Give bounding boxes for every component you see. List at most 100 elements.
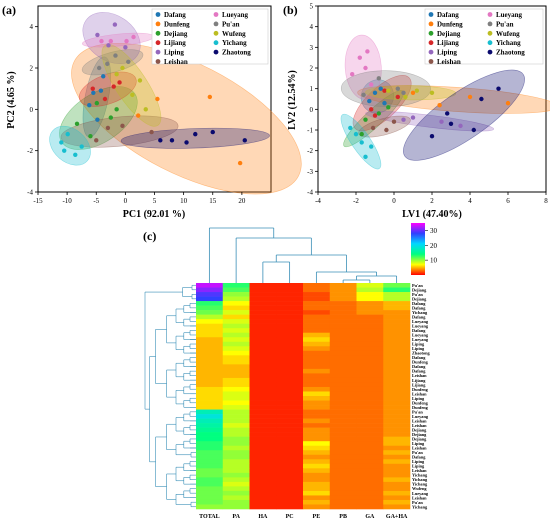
heatmap-cell bbox=[383, 350, 411, 356]
heatmap-cell bbox=[303, 292, 331, 297]
heatmap-cell bbox=[303, 364, 331, 370]
heatmap-cell bbox=[356, 468, 384, 474]
heatmap-cell bbox=[383, 418, 411, 424]
heatmap-cell bbox=[383, 359, 411, 365]
heatmap-cell bbox=[276, 490, 304, 496]
heatmap-cell bbox=[196, 296, 224, 302]
heatmap-cell bbox=[329, 472, 357, 478]
heatmap-cell bbox=[249, 305, 277, 311]
panel-b-point-puan bbox=[395, 86, 400, 91]
heatmap-column-label: PC bbox=[286, 514, 294, 520]
heatmap-cell bbox=[303, 486, 331, 492]
heatmap-cell bbox=[303, 436, 331, 442]
heatmap-cell bbox=[196, 346, 224, 352]
heatmap-cell bbox=[303, 463, 331, 469]
panel-b-legend-marker bbox=[487, 12, 493, 17]
heatmap-cell bbox=[196, 450, 224, 456]
panel-a-xtick-label: 5 bbox=[153, 197, 157, 205]
heatmap-cell bbox=[276, 346, 304, 352]
heatmap-cell bbox=[329, 450, 357, 456]
heatmap-cell bbox=[222, 305, 250, 311]
panel-b-ytick-label: -2 bbox=[307, 147, 313, 155]
heatmap-cell bbox=[383, 368, 411, 374]
heatmap-row-label: Leishan bbox=[412, 391, 427, 396]
colorbar-tick-label: 10 bbox=[430, 257, 438, 265]
heatmap-cell bbox=[222, 346, 250, 352]
panel-a-ellipse-leishan bbox=[60, 115, 179, 148]
heatmap-cell bbox=[329, 323, 357, 329]
panel-a-xtick-label: 20 bbox=[238, 197, 246, 205]
heatmap-cell bbox=[303, 350, 331, 356]
heatmap-cell bbox=[249, 319, 277, 324]
panel-b-legend-marker bbox=[487, 30, 493, 36]
heatmap-cell bbox=[303, 337, 331, 343]
heatmap-cell bbox=[249, 445, 277, 451]
panel-b-point-puan bbox=[401, 90, 406, 96]
panel-c-heatmap: Pu'anDejiangPu'anDejiangDafangDafangYich… bbox=[144, 223, 438, 520]
heatmap-cell bbox=[329, 382, 357, 388]
heatmap-row-label: Lueyang bbox=[412, 319, 429, 324]
panel-b-point-lijiang bbox=[372, 113, 378, 118]
heatmap-cell bbox=[249, 332, 277, 338]
panel-a-point-zhaotong bbox=[184, 140, 189, 145]
heatmap-cell bbox=[356, 396, 384, 401]
heatmap-cell bbox=[356, 377, 384, 383]
heatmap-cell bbox=[303, 386, 331, 392]
panel-a-xtick-label: -10 bbox=[62, 197, 72, 205]
heatmap-cell bbox=[196, 499, 224, 505]
heatmap-cell bbox=[196, 490, 224, 496]
panel-b-point-liping bbox=[439, 119, 444, 124]
panel-b-point-zhaotong bbox=[479, 96, 484, 102]
heatmap-cell bbox=[383, 436, 411, 442]
panel-a-ytick-label: 4 bbox=[30, 23, 34, 31]
panel-b-legend-marker bbox=[428, 12, 434, 17]
panel-a-ellipse-dunfeng bbox=[71, 42, 302, 195]
heatmap-cell bbox=[222, 359, 250, 365]
panel-label-a: (a) bbox=[2, 3, 16, 17]
heatmap-cell bbox=[249, 432, 277, 437]
heatmap-column-label: PE bbox=[313, 514, 321, 520]
heatmap-cell bbox=[222, 314, 250, 320]
heatmap-cell bbox=[196, 486, 224, 492]
heatmap-cell bbox=[303, 481, 331, 487]
heatmap-cell bbox=[383, 319, 411, 324]
panel-b-point-zhaotong bbox=[448, 121, 454, 127]
heatmap-cell bbox=[276, 454, 304, 460]
heatmap-cell bbox=[383, 454, 411, 460]
panel-b-legend-marker bbox=[428, 59, 434, 64]
heatmap-cell bbox=[329, 341, 357, 347]
heatmap-cell bbox=[329, 377, 357, 383]
heatmap-cell bbox=[222, 319, 250, 324]
panel-b-point-wufeng bbox=[386, 88, 391, 93]
panel-b-point-zhaotong bbox=[471, 127, 476, 133]
heatmap-cell bbox=[249, 337, 277, 343]
panel-a-ellipse-wufeng bbox=[101, 44, 162, 127]
heatmap-cell bbox=[329, 418, 357, 424]
heatmap-cell bbox=[303, 341, 331, 347]
heatmap-cell bbox=[303, 414, 331, 419]
panel-a-point-liping bbox=[95, 32, 100, 38]
panel-b-ytick-label: 4 bbox=[310, 23, 314, 31]
heatmap-cell bbox=[196, 454, 224, 460]
heatmap-cell bbox=[356, 368, 384, 374]
heatmap-cell bbox=[196, 364, 224, 370]
heatmap-cell bbox=[383, 495, 411, 501]
panel-a-ylabel: PC2 (4.65 %) bbox=[6, 71, 17, 129]
panel-b-point-lueyang bbox=[363, 65, 368, 71]
panel-a-point-dunfeng bbox=[207, 94, 213, 100]
panel-a-legend-marker bbox=[213, 30, 219, 36]
heatmap-cell bbox=[196, 386, 224, 392]
panel-a-legend-label: Yichang bbox=[222, 39, 247, 47]
heatmap-cell bbox=[356, 481, 384, 487]
panel-a-point-yichang bbox=[73, 152, 78, 157]
heatmap-cell bbox=[222, 472, 250, 478]
heatmap-cell bbox=[276, 477, 304, 483]
panel-b-point-lijiang bbox=[382, 88, 387, 93]
panel-b-point-lueyang bbox=[350, 72, 355, 77]
panel-b-ytick-label: -4 bbox=[307, 189, 313, 197]
panel-b-ytick-label: 5 bbox=[310, 3, 314, 11]
panel-b-point-liping bbox=[410, 115, 416, 120]
heatmap-cell bbox=[303, 472, 331, 478]
panel-a-point-dejiang bbox=[108, 115, 114, 120]
heatmap-cell bbox=[303, 459, 331, 465]
